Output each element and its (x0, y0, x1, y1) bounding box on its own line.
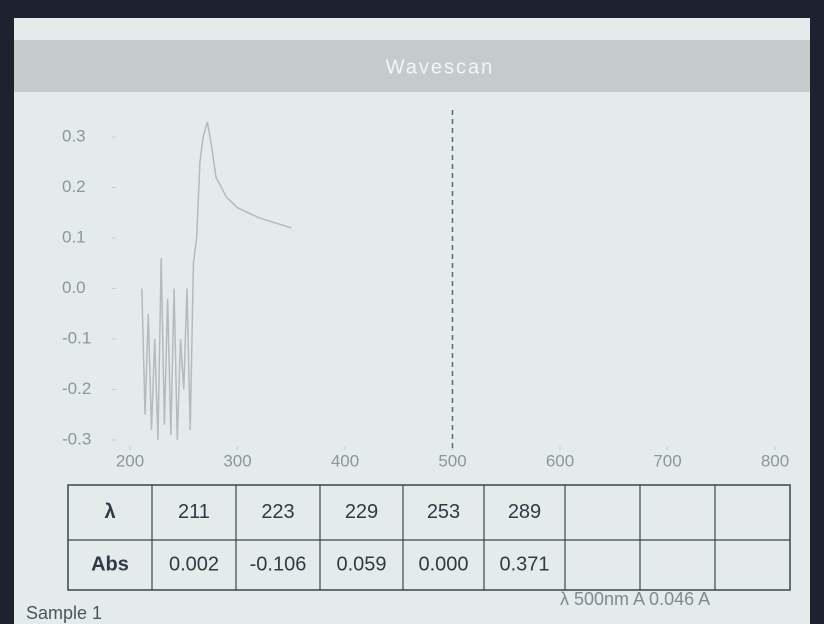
x-tick-label: 200 (116, 451, 144, 470)
cursor-readout: λ 500nm A 0.046 A (560, 589, 710, 609)
page: {"chart_data": {"type": "line", "title":… (0, 0, 824, 624)
x-tick-label: 300 (223, 451, 251, 470)
table-cell: 253 (427, 501, 460, 523)
sample-label: Sample 1 (26, 603, 102, 623)
y-tick-label: 0.3 (62, 126, 86, 145)
table-cell: -0.106 (250, 553, 307, 575)
table-cell: 0.059 (336, 553, 386, 575)
y-tick-label: -0.3 (62, 429, 91, 448)
y-tick-label: 0.0 (62, 278, 86, 297)
table-cell: 211 (178, 501, 210, 523)
screen: Wavescan λ 500nm A 0.046 A Sample 1 -0.3… (0, 0, 824, 624)
table-cell: 223 (261, 501, 294, 523)
x-tick-label: 500 (438, 451, 466, 470)
x-tick-label: 400 (331, 451, 359, 470)
x-tick-label: 600 (546, 451, 574, 470)
table-cell: 229 (345, 501, 378, 523)
table-cell: 0.002 (169, 553, 219, 575)
title: Wavescan (386, 56, 495, 78)
row-header: Abs (91, 553, 129, 575)
table-cell: 0.371 (499, 553, 549, 575)
x-tick-label: 800 (761, 451, 789, 470)
y-tick-label: -0.1 (62, 328, 91, 347)
x-tick-label: 700 (653, 451, 681, 470)
row-header: λ (104, 501, 115, 523)
table-cell: 0.000 (418, 553, 468, 575)
table-cell: 289 (508, 501, 541, 523)
display (14, 18, 810, 624)
y-tick-label: -0.2 (62, 379, 91, 398)
y-tick-label: 0.1 (62, 227, 86, 246)
y-tick-label: 0.2 (62, 177, 86, 196)
